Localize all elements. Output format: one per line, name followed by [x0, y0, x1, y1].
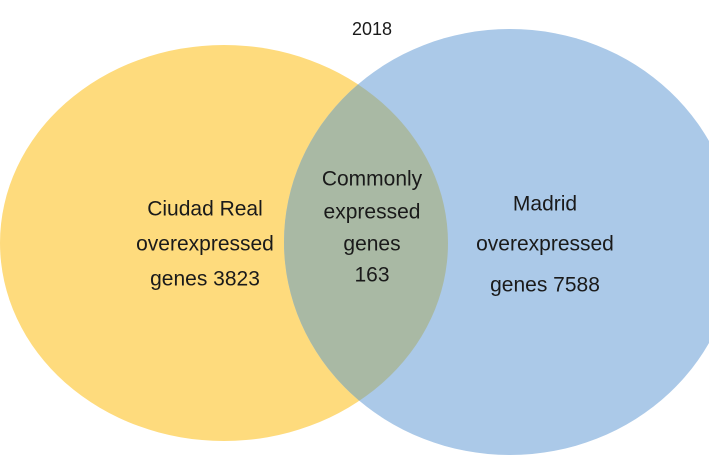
set-label: Madrid [513, 193, 577, 216]
intersection-label: expressed [324, 201, 421, 224]
set-label: genes 3823 [150, 268, 260, 291]
set-label: Ciudad Real [147, 198, 263, 221]
diagram-title: 2018 [352, 19, 392, 39]
set-label: genes 7588 [490, 274, 600, 297]
intersection-region [284, 45, 448, 441]
intersection-label: 163 [354, 264, 389, 287]
intersection-label: genes [343, 233, 400, 256]
set-label: overexpressed [476, 233, 614, 256]
set-label: overexpressed [136, 233, 274, 256]
intersection-label: Commonly [322, 168, 423, 191]
